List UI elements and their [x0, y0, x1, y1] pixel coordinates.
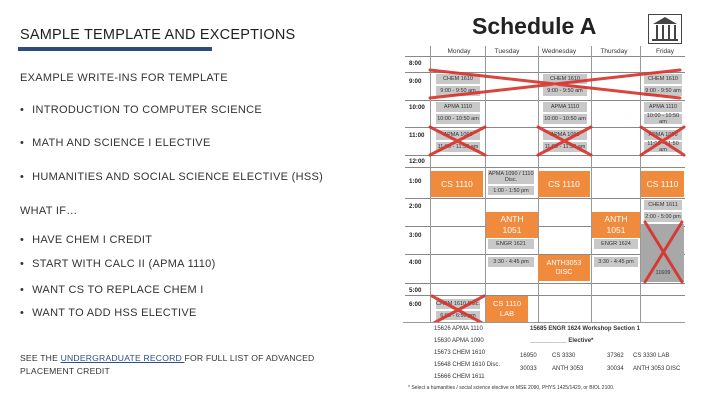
course-cell: APMA 1110: [543, 102, 587, 112]
course-cell: CHEM 1610: [543, 74, 587, 84]
cs1110-lab-block: CS 1110 LAB: [486, 296, 528, 322]
course-cell: 3:30 - 4:45 pm: [594, 257, 638, 267]
elective-footnote: * Select a humanities / social science e…: [408, 385, 615, 391]
course-cell: 11:00 - 11:50 am: [644, 141, 682, 153]
course-cell: 11:00 - 11:50 am: [436, 142, 480, 152]
course-cell: APMA 1090: [644, 130, 682, 140]
crn-course: ANTH 3053 DISC: [633, 366, 681, 372]
cs1110-block: CS 1110: [538, 171, 590, 197]
day-header: Tuesday: [494, 48, 520, 55]
course-list-item: 15685 ENGR 1624 Workshop Section 1: [530, 326, 640, 332]
crn-code: 37362: [607, 353, 624, 359]
time-label: 6:00: [409, 301, 422, 308]
crn-code: 30034: [607, 366, 624, 372]
course-cell: 10:00 - 10:50 am: [543, 114, 587, 124]
course-cell: CHEM 1610: [436, 74, 480, 84]
title-underline: [18, 47, 212, 51]
anth1051-block: ANTH 1051: [592, 212, 640, 238]
cs1110-block: CS 1110: [641, 171, 684, 197]
cs1110-block: CS 1110: [431, 171, 483, 197]
course-cell: APMA 1110: [436, 102, 480, 112]
footnote-text: SEE THE: [20, 353, 61, 363]
write-in-item: INTRODUCTION TO COMPUTER SCIENCE: [20, 104, 262, 116]
course-cell: ENGR 1624: [594, 239, 638, 249]
course-cell: 1:00 - 1:50 pm: [488, 186, 534, 195]
crn-code: 16950: [520, 353, 537, 359]
block-label: 1051: [502, 225, 522, 235]
schedule-course-list: [403, 322, 685, 394]
what-if-item: WANT TO ADD HSS ELECTIVE: [20, 307, 197, 319]
crn-course: ANTH 3053: [552, 366, 584, 372]
day-header: Monday: [447, 48, 471, 55]
course-cell: CHEM 1610: [644, 74, 682, 84]
footnote-text: FOR FULL LIST OF ADVANCED: [184, 353, 315, 363]
time-label: 4:00: [409, 259, 422, 266]
what-if-item: START WITH CALC II (APMA 1110): [20, 258, 216, 270]
block-label: ANTH3053: [546, 260, 582, 267]
day-header: Wednesday: [541, 48, 577, 55]
day-header: Friday: [655, 48, 675, 55]
what-if-item: HAVE CHEM I CREDIT: [20, 234, 152, 246]
write-ins-heading: EXAMPLE WRITE-INS FOR TEMPLATE: [20, 72, 228, 84]
course-cell: APMA 1090 / 1110 Disc.: [488, 170, 534, 184]
write-in-item: MATH AND SCIENCE I ELECTIVE: [20, 137, 211, 149]
course-cell: APMA 1110: [644, 102, 682, 112]
course-cell: CHEM 1610 Disc.: [436, 299, 480, 309]
block-label: ANTH: [604, 214, 628, 224]
crn-course: CS 3330: [552, 353, 576, 359]
anth1051-block: ANTH 1051: [486, 212, 538, 238]
write-in-item: HUMANITIES AND SOCIAL SCIENCE ELECTIVE (…: [20, 171, 323, 183]
course-list-item: 15630 APMA 1090: [434, 338, 484, 344]
course-cell: 2:00 - 5:00 pm: [644, 212, 682, 222]
course-cell: 10:00 - 10:50 am: [436, 114, 480, 124]
anth3053-disc-block: ANTH3053 DISC: [538, 255, 590, 281]
crn-code: 30033: [520, 366, 537, 372]
course-cell: CHEM 1611: [644, 200, 682, 210]
time-label: 10:00: [409, 104, 425, 111]
block-label: CS 1110: [492, 299, 522, 308]
course-cell: APMA 1090: [436, 130, 480, 140]
course-list-item: 15648 CHEM 1610 Disc.: [434, 362, 501, 368]
crn-course: CS 3330 LAB: [633, 353, 670, 359]
block-label: DISC: [555, 269, 573, 276]
time-label: 8:00: [409, 60, 422, 67]
day-header: Thursday: [600, 48, 628, 55]
slide-title: SAMPLE TEMPLATE AND EXCEPTIONS: [20, 27, 296, 43]
course-cell: 3:30 - 4:45 pm: [488, 257, 534, 267]
block-label: LAB: [499, 309, 515, 318]
course-list-item: 15666 CHEM 1611: [434, 374, 485, 380]
time-label: 12:00: [409, 158, 425, 165]
schedule-header: Schedule A: [472, 13, 597, 39]
footnote: SEE THE UNDERGRADUATE RECORD FOR FULL LI…: [20, 352, 314, 378]
course-cell: 9:00 - 9:50 am: [543, 86, 587, 96]
undergraduate-record-link[interactable]: UNDERGRADUATE RECORD: [60, 353, 185, 363]
course-cell: ENGR 1621: [488, 239, 534, 249]
what-if-item: WANT CS TO REPLACE CHEM I: [20, 284, 204, 296]
course-cell: APMA 1090: [543, 130, 587, 140]
course-cell: 9:00 - 9:50 am: [644, 86, 682, 96]
course-list-item: 15673 CHEM 1610: [434, 350, 486, 356]
course-cell: 11:00 - 11:50 am: [543, 142, 587, 152]
course-code: 11609: [655, 269, 671, 276]
course-cell: 10:00 - 10:50 am: [644, 113, 682, 125]
course-list-item: 15626 APMA 1110: [434, 326, 483, 332]
what-if-heading: WHAT IF…: [20, 205, 78, 217]
footnote-text: PLACEMENT CREDIT: [20, 366, 110, 376]
time-label: 5:00: [409, 287, 422, 294]
university-logo-icon: [648, 14, 682, 44]
course-cell: 6:00 - 6:50 pm: [436, 311, 480, 320]
time-label: 9:00: [409, 78, 422, 85]
time-label: 11:00: [409, 132, 425, 139]
course-cell: 9:00 - 9:50 am: [436, 86, 480, 96]
block-label: 1051: [606, 225, 626, 235]
time-label: 1:00: [409, 178, 422, 185]
block-label: ANTH: [500, 214, 524, 224]
time-label: 2:00: [409, 203, 422, 210]
course-list-item: ___________ Elective*: [530, 338, 594, 344]
time-label: 3:00: [409, 232, 422, 239]
